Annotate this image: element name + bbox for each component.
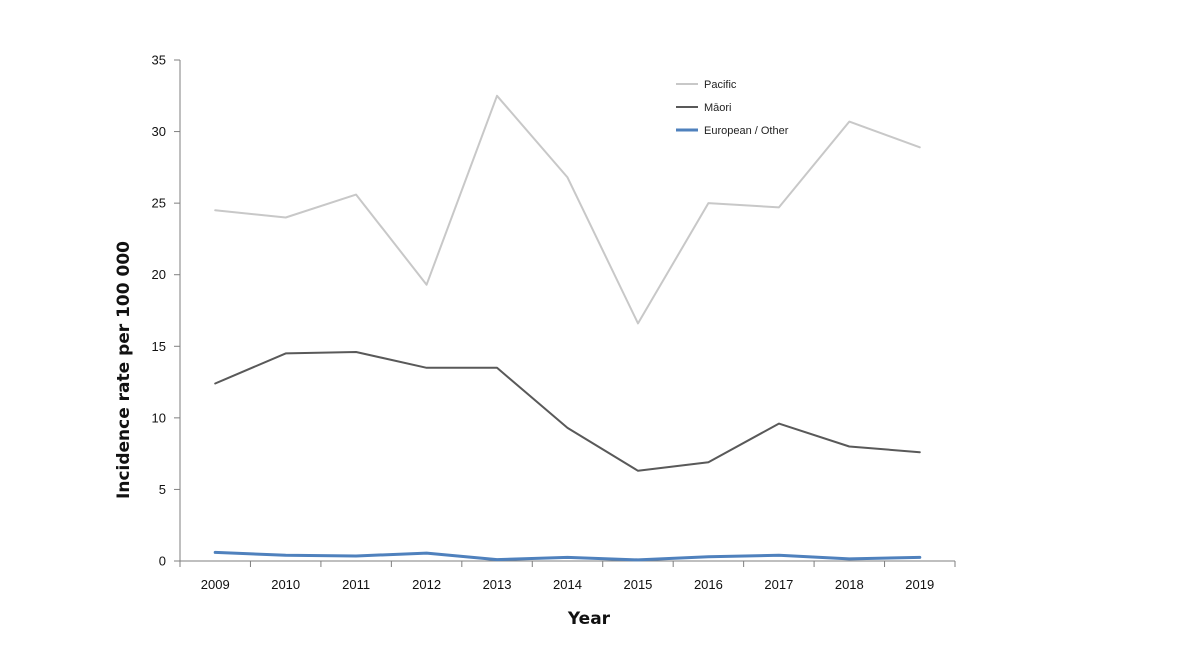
- legend: Pacific Māori European / Other: [676, 79, 789, 137]
- series-layer: [213, 94, 922, 562]
- x-tick-label: 2015: [623, 577, 652, 592]
- y-tick-label: 15: [152, 339, 166, 354]
- y-tick-label: 0: [159, 554, 166, 569]
- x-tick-label: 2014: [553, 577, 582, 592]
- y-tick-label: 35: [152, 53, 166, 68]
- y-tick-label: 10: [152, 410, 166, 425]
- x-tick-label: 2011: [342, 577, 370, 592]
- y-axis-title: Incidence rate per 100 000: [114, 241, 134, 499]
- x-tick-label: 2012: [412, 577, 441, 592]
- y-tick-label: 30: [152, 124, 166, 139]
- legend-label-european-other: European / Other: [704, 125, 789, 137]
- axes: 0 5 10 15 20 25 30 35 2009 2010 2011 2012 2013 2014 20…: [152, 53, 956, 592]
- legend-label-pacific: Pacific: [704, 79, 737, 91]
- x-tick-label: 2018: [835, 577, 864, 592]
- x-tick-label: 2019: [905, 577, 934, 592]
- x-tick-label: 2017: [764, 577, 793, 592]
- series-line-european-other: [213, 550, 922, 562]
- x-tick-label: 2016: [694, 577, 723, 592]
- x-tick-label: 2013: [483, 577, 512, 592]
- y-tick-label: 5: [159, 482, 166, 497]
- series-line-m-ori: [214, 351, 921, 472]
- x-tick-label: 2010: [271, 577, 300, 592]
- x-axis-title: Year: [567, 609, 611, 629]
- legend-label-m-ori: Māori: [704, 102, 732, 114]
- y-tick-label: 20: [152, 267, 166, 282]
- y-tick-label: 25: [152, 196, 166, 211]
- series-line-pacific: [214, 94, 921, 325]
- x-tick-label: 2009: [201, 577, 230, 592]
